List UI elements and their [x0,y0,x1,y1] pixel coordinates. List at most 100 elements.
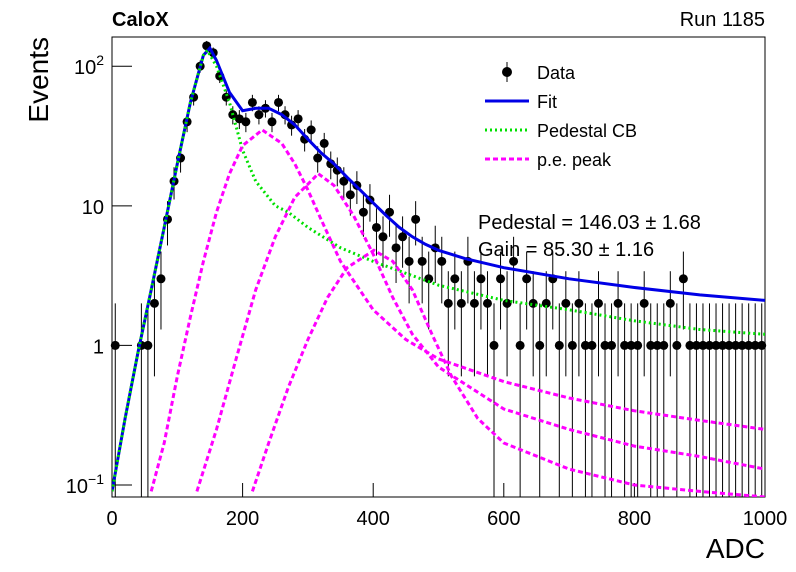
data-point [698,340,708,350]
data-point [398,232,408,242]
run-label: Run 1185 [680,9,765,31]
data-point [358,207,368,217]
data-point [274,97,284,107]
data-point [443,298,453,308]
fit-curve [195,171,765,492]
data-point [626,340,636,350]
data-point [254,110,264,120]
data-point [496,274,506,284]
data-point [345,190,355,200]
x-tick-label: 400 [357,508,390,530]
data-point [711,340,721,350]
data-point [580,340,590,350]
data-point [241,117,251,127]
legend-label: Pedestal CB [537,121,637,141]
data-point [404,256,414,266]
legend-entry: Data [502,62,576,83]
legend-entry: Pedestal CB [485,121,637,141]
data-point [665,298,675,308]
data-point [489,340,499,350]
data-point [737,340,747,350]
data-point [731,340,741,350]
legend-label: Data [537,63,576,83]
data-point [509,256,519,266]
data-point [267,117,277,127]
data-point [313,153,323,163]
data-point [652,340,662,350]
data-point [646,340,656,350]
legend-label: Fit [537,92,557,112]
y-tick-exponent: −1 [88,471,104,487]
legend-key [502,67,512,77]
data-point [659,340,669,350]
y-tick-base: 10 [66,476,88,498]
fit-curve [112,45,765,492]
data-point [757,340,767,350]
data-point [110,340,120,350]
fit-annotation: Gain = 85.30 ± 1.16 [478,239,654,261]
legend-entry: Fit [485,92,557,112]
y-tick-label: 10−1 [66,471,104,498]
data-point [247,97,257,107]
data-point [620,340,630,350]
data-point [535,340,545,350]
x-tick-label: 200 [226,508,259,530]
data-point [685,340,695,350]
data-point [607,340,617,350]
data-point [587,340,597,350]
data-point [417,256,427,266]
data-point [143,340,153,350]
data-point [633,340,643,350]
data-point [378,232,388,242]
data-point [411,214,421,224]
y-axis-label: Events [23,37,54,123]
data-point [718,340,728,350]
x-tick-label: 800 [618,508,651,530]
data-point [450,274,460,284]
data-point [319,138,329,148]
data-point [672,340,682,350]
fit-curve [250,248,765,497]
data-point [541,298,551,308]
data-point [339,176,349,186]
fit-curve [149,128,765,492]
data-point [554,340,564,350]
data-point [456,298,466,308]
data-point [522,274,532,284]
data-point [567,340,577,350]
legend-label: p.e. peak [537,150,612,170]
fit-curve [112,47,765,492]
data-point [613,298,623,308]
data-point [691,340,701,350]
y-tick-label: 10 [82,197,104,219]
data-point [482,298,492,308]
data-point [156,274,166,284]
data-point [437,256,447,266]
data-point [476,274,486,284]
data-point [306,125,316,135]
data-point [149,298,159,308]
data-point [750,340,760,350]
data-point [724,340,734,350]
experiment-label: CaloX [112,9,169,31]
y-tick-base: 10 [74,57,96,79]
data-point [385,207,395,217]
data-point [561,298,571,308]
data-point [704,340,714,350]
x-tick-label: 1000 [743,508,788,530]
plot-frame [111,36,766,498]
x-tick-label: 0 [106,508,117,530]
data-point [469,298,479,308]
y-tick-label: 1 [93,336,104,358]
data-point [574,298,584,308]
data-point [515,340,525,350]
y-tick-label: 102 [74,52,104,79]
legend-entry: p.e. peak [485,150,612,170]
data-point [502,298,512,308]
data-point [371,222,381,232]
fit-annotation: Pedestal = 146.03 ± 1.68 [478,212,701,234]
data-point [678,274,688,284]
x-tick-label: 600 [487,508,520,530]
data-point [391,243,401,253]
